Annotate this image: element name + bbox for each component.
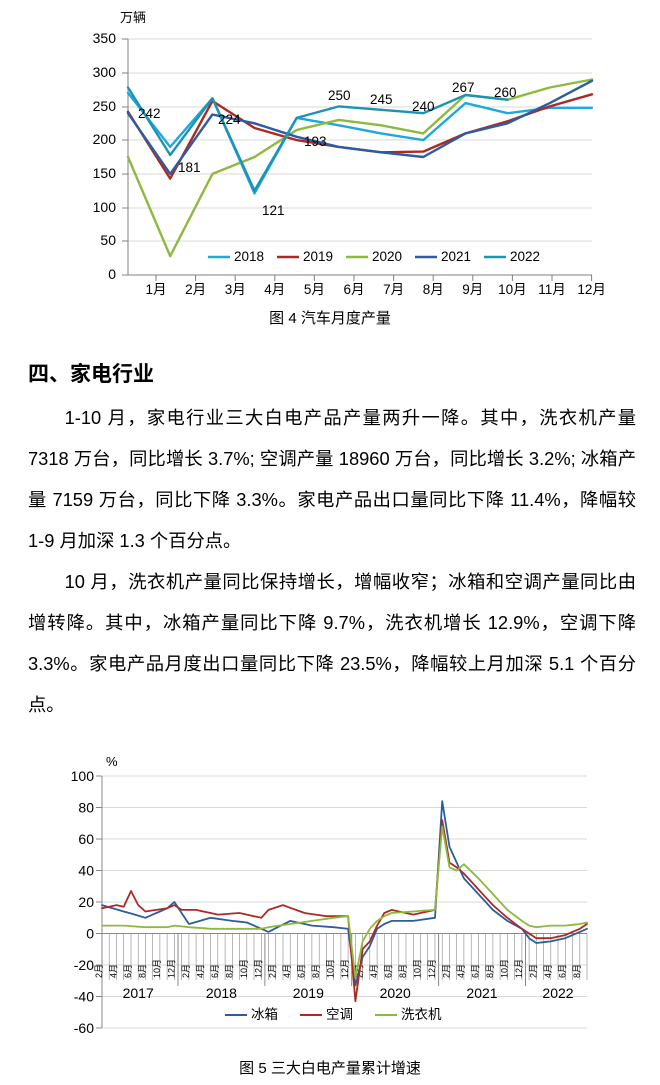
svg-text:2021: 2021 <box>441 249 471 264</box>
svg-text:267: 267 <box>452 80 475 95</box>
svg-text:245: 245 <box>370 92 393 107</box>
svg-text:0: 0 <box>108 266 116 282</box>
svg-text:10月: 10月 <box>239 959 249 978</box>
svg-text:8月: 8月 <box>398 964 408 978</box>
svg-text:万辆: 万辆 <box>120 10 146 25</box>
svg-text:2019: 2019 <box>293 985 324 1001</box>
svg-text:3月: 3月 <box>225 282 246 297</box>
svg-text:12月: 12月 <box>166 959 176 978</box>
svg-text:60: 60 <box>78 831 94 847</box>
svg-text:%: % <box>106 755 118 769</box>
svg-text:8月: 8月 <box>423 282 444 297</box>
svg-text:-20: -20 <box>74 957 94 973</box>
svg-text:7月: 7月 <box>383 282 404 297</box>
svg-text:2017: 2017 <box>123 985 154 1001</box>
svg-text:12月: 12月 <box>577 282 606 297</box>
svg-text:2月: 2月 <box>528 964 538 978</box>
svg-text:10月: 10月 <box>326 959 336 978</box>
svg-text:242: 242 <box>138 106 161 121</box>
svg-text:20: 20 <box>78 894 94 910</box>
svg-text:150: 150 <box>93 165 117 181</box>
svg-text:2020: 2020 <box>372 249 402 264</box>
svg-text:10月: 10月 <box>152 959 162 978</box>
svg-text:4月: 4月 <box>282 964 292 978</box>
svg-text:6月: 6月 <box>123 964 133 978</box>
svg-text:260: 260 <box>494 85 517 100</box>
svg-text:4月: 4月 <box>369 964 379 978</box>
svg-text:2020: 2020 <box>380 985 411 1001</box>
svg-text:2019: 2019 <box>303 249 333 264</box>
svg-text:6月: 6月 <box>384 964 394 978</box>
svg-text:100: 100 <box>93 199 117 215</box>
svg-text:2022: 2022 <box>510 249 540 264</box>
svg-text:6月: 6月 <box>470 964 480 978</box>
svg-text:9月: 9月 <box>462 282 483 297</box>
svg-text:121: 121 <box>262 203 285 218</box>
svg-text:11月: 11月 <box>538 282 566 297</box>
svg-text:2018: 2018 <box>206 985 237 1001</box>
svg-text:181: 181 <box>178 160 201 175</box>
svg-text:100: 100 <box>71 768 95 784</box>
svg-text:300: 300 <box>93 64 117 80</box>
svg-text:250: 250 <box>328 88 351 103</box>
svg-text:冰箱: 冰箱 <box>251 1007 278 1022</box>
svg-text:224: 224 <box>218 112 241 127</box>
svg-text:4月: 4月 <box>195 964 205 978</box>
svg-text:40: 40 <box>78 863 94 879</box>
svg-text:2月: 2月 <box>185 282 206 297</box>
svg-text:10月: 10月 <box>499 959 509 978</box>
svg-text:350: 350 <box>93 30 117 46</box>
svg-text:6月: 6月 <box>297 964 307 978</box>
svg-text:-60: -60 <box>74 1020 94 1036</box>
svg-text:8月: 8月 <box>485 964 495 978</box>
svg-text:2018: 2018 <box>234 249 264 264</box>
svg-text:1月: 1月 <box>145 282 166 297</box>
svg-text:10月: 10月 <box>413 959 423 978</box>
svg-text:12月: 12月 <box>253 959 263 978</box>
svg-text:2月: 2月 <box>442 964 452 978</box>
svg-text:12月: 12月 <box>427 959 437 978</box>
svg-text:6月: 6月 <box>557 964 567 978</box>
svg-text:2月: 2月 <box>181 964 191 978</box>
svg-text:6月: 6月 <box>343 282 364 297</box>
svg-text:10月: 10月 <box>498 282 527 297</box>
svg-text:4月: 4月 <box>109 964 119 978</box>
svg-text:6月: 6月 <box>210 964 220 978</box>
svg-text:2022: 2022 <box>542 985 573 1001</box>
svg-text:8月: 8月 <box>572 964 582 978</box>
svg-text:0: 0 <box>86 926 94 942</box>
svg-text:8月: 8月 <box>137 964 147 978</box>
svg-text:5月: 5月 <box>304 282 325 297</box>
svg-text:4月: 4月 <box>456 964 466 978</box>
svg-text:8月: 8月 <box>311 964 321 978</box>
svg-text:4月: 4月 <box>543 964 553 978</box>
svg-text:2021: 2021 <box>466 985 497 1001</box>
svg-text:-40: -40 <box>74 989 94 1005</box>
svg-text:4月: 4月 <box>264 282 285 297</box>
svg-text:2月: 2月 <box>268 964 278 978</box>
svg-text:80: 80 <box>78 800 94 816</box>
svg-text:12月: 12月 <box>340 959 350 978</box>
svg-text:8月: 8月 <box>224 964 234 978</box>
svg-text:200: 200 <box>93 131 117 147</box>
svg-text:12月: 12月 <box>514 959 524 978</box>
svg-text:240: 240 <box>412 99 435 114</box>
svg-text:空调: 空调 <box>326 1007 353 1022</box>
svg-text:250: 250 <box>93 98 117 114</box>
svg-text:洗衣机: 洗衣机 <box>401 1007 442 1022</box>
svg-text:50: 50 <box>100 232 116 248</box>
svg-text:2月: 2月 <box>94 964 104 978</box>
svg-text:193: 193 <box>304 134 327 149</box>
